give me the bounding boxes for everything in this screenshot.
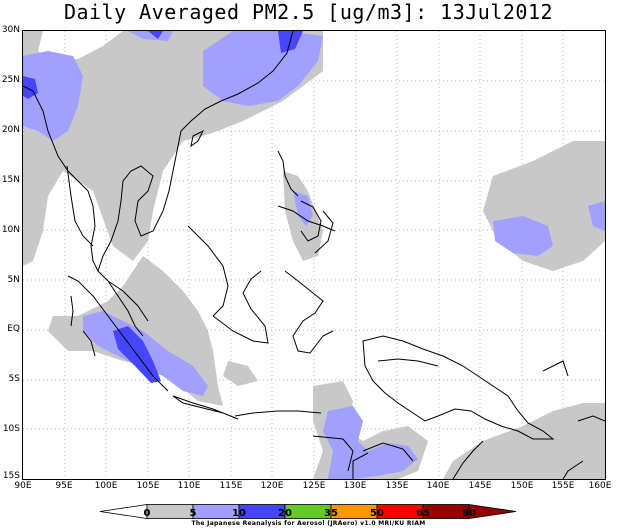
map-canvas: [23, 31, 605, 479]
colorbar-segment: [99, 504, 148, 519]
lon-tick: 130E: [343, 481, 367, 491]
lon-tick: 115E: [219, 481, 243, 491]
lat-tick: 10S: [2, 424, 20, 434]
lon-tick: 95E: [55, 481, 73, 491]
lon-tick: 90E: [14, 481, 32, 491]
colorbar-label: 0: [143, 508, 151, 519]
colorbar-label: 65: [416, 508, 430, 519]
lon-tick: 160E: [588, 481, 612, 491]
lat-tick: 10N: [1, 225, 20, 235]
lat-tick: 30N: [1, 25, 20, 35]
lon-tick: 150E: [510, 481, 534, 491]
colorbar-label: 80: [462, 508, 476, 519]
lon-tick: 105E: [136, 481, 160, 491]
lat-tick: EQ: [7, 324, 20, 334]
lat-tick: 15S: [2, 471, 20, 481]
map-title: Daily Averaged PM2.5 [ug/m3]: 13Jul2012: [63, 0, 554, 24]
lon-tick: 145E: [468, 481, 492, 491]
map-panel: [22, 30, 606, 480]
colorbar: [99, 504, 517, 519]
colorbar-segment: [468, 504, 517, 519]
coastlines: [23, 31, 605, 479]
lat-tick: 25N: [1, 75, 20, 85]
colorbar-label: 5: [189, 508, 197, 519]
colorbar-label: 50: [370, 508, 384, 519]
colorbar-label: 20: [278, 508, 292, 519]
colorbar-segment: [146, 504, 194, 519]
lat-tick: 15N: [1, 175, 20, 185]
lon-tick: 120E: [260, 481, 284, 491]
lat-tick: 20N: [1, 125, 20, 135]
lon-tick: 135E: [385, 481, 409, 491]
colorbar-label: 10: [232, 508, 246, 519]
lon-tick: 100E: [94, 481, 118, 491]
lon-tick: 155E: [551, 481, 575, 491]
lon-tick: 125E: [302, 481, 326, 491]
lon-tick: 110E: [177, 481, 201, 491]
lat-tick: 5N: [7, 275, 20, 285]
pm25-shading-5-10: [23, 31, 605, 479]
credit-text: The Japanese Reanalysis for Aerosol (JRA…: [191, 520, 426, 527]
lat-tick: 5S: [8, 374, 20, 384]
colorbar-label: 35: [324, 508, 338, 519]
lon-tick: 140E: [426, 481, 450, 491]
